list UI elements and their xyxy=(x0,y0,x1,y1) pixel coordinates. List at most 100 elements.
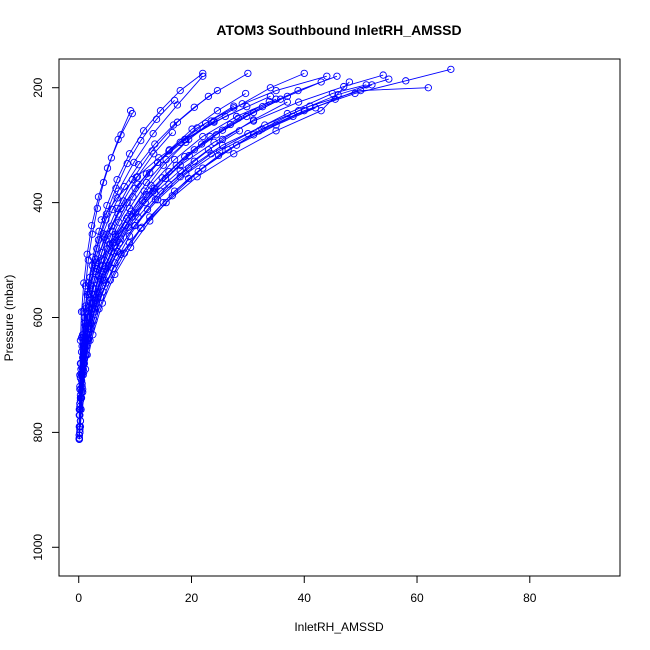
data-point xyxy=(165,146,174,154)
data-point xyxy=(224,146,232,154)
x-tick-label: 0 xyxy=(75,591,82,605)
data-point xyxy=(402,77,410,85)
data-layer xyxy=(75,65,455,443)
y-tick-label: 1000 xyxy=(31,534,45,561)
series-line xyxy=(100,106,247,221)
data-point xyxy=(104,262,112,270)
data-point xyxy=(159,161,167,169)
data-point xyxy=(244,69,252,78)
y-tick-label: 800 xyxy=(31,422,45,442)
series-profile xyxy=(108,127,244,247)
y-axis: 200 400 600 800 1000 xyxy=(31,77,60,561)
x-tick-label: 80 xyxy=(523,591,537,605)
series-profile xyxy=(76,89,250,437)
data-point xyxy=(102,210,111,218)
series-line xyxy=(78,73,204,439)
data-point xyxy=(121,221,130,230)
data-point xyxy=(156,107,165,115)
data-point xyxy=(151,189,159,197)
data-point xyxy=(150,184,158,192)
data-point xyxy=(115,218,123,226)
data-point xyxy=(204,92,213,100)
data-point xyxy=(112,184,120,192)
data-point xyxy=(159,198,167,207)
data-point xyxy=(125,232,134,240)
series-line xyxy=(78,113,133,439)
data-point xyxy=(107,154,116,162)
data-point xyxy=(424,84,432,92)
data-point xyxy=(294,98,303,106)
x-axis-label: InletRH_AMSSD xyxy=(294,620,384,634)
series-line xyxy=(78,90,218,440)
series-line xyxy=(85,78,389,370)
data-point xyxy=(234,114,242,122)
data-point xyxy=(213,107,222,115)
series-profile xyxy=(75,86,222,443)
data-point xyxy=(190,103,198,111)
data-point xyxy=(345,78,354,86)
data-point xyxy=(79,338,87,346)
data-point xyxy=(201,119,210,127)
data-point xyxy=(266,92,275,100)
data-point xyxy=(97,216,105,224)
series-profile xyxy=(83,102,238,299)
data-point xyxy=(385,75,393,83)
data-point xyxy=(199,69,207,78)
data-point xyxy=(317,78,325,86)
data-point xyxy=(99,229,107,238)
data-point xyxy=(108,239,117,247)
data-point xyxy=(81,336,90,345)
data-point xyxy=(100,256,108,264)
data-point xyxy=(283,92,291,100)
data-point xyxy=(210,118,218,126)
data-point xyxy=(77,370,85,378)
data-point xyxy=(276,95,285,103)
data-point xyxy=(379,71,387,79)
data-point xyxy=(272,127,280,135)
data-point xyxy=(194,167,202,176)
series-line xyxy=(89,84,373,341)
data-point xyxy=(213,86,222,95)
data-point xyxy=(199,164,207,172)
plot-frame xyxy=(58,58,621,577)
data-point xyxy=(300,69,308,78)
data-point xyxy=(137,136,145,145)
data-point xyxy=(317,107,325,115)
data-point xyxy=(206,132,214,141)
data-point xyxy=(193,173,201,181)
data-point xyxy=(152,115,161,123)
x-tick-label: 60 xyxy=(410,591,424,605)
data-point xyxy=(230,102,238,110)
data-point xyxy=(94,193,103,201)
data-point xyxy=(154,196,162,204)
data-point xyxy=(138,197,147,205)
data-point xyxy=(165,167,173,176)
data-point xyxy=(134,161,143,169)
data-point xyxy=(169,121,178,129)
series-line xyxy=(112,130,240,244)
data-point xyxy=(190,157,198,165)
data-point xyxy=(88,221,96,230)
y-tick-label: 600 xyxy=(31,307,45,327)
data-point xyxy=(146,169,154,177)
data-point xyxy=(181,153,189,161)
series-line xyxy=(79,93,246,433)
y-axis-label: Pressure (mbar) xyxy=(2,275,16,362)
data-point xyxy=(107,247,116,256)
data-point xyxy=(447,65,455,73)
chart-title: ATOM3 Southbound InletRH_AMSSD xyxy=(216,22,461,38)
data-point xyxy=(139,127,148,135)
y-tick-label: 400 xyxy=(31,192,45,212)
data-point xyxy=(106,276,114,284)
data-point xyxy=(265,97,273,106)
data-point xyxy=(81,282,90,290)
data-point xyxy=(188,125,196,133)
data-point xyxy=(249,116,258,124)
data-point xyxy=(83,250,91,258)
data-point xyxy=(111,259,119,267)
data-point xyxy=(289,112,297,121)
series-profile xyxy=(75,96,179,443)
data-point xyxy=(197,140,206,148)
data-point xyxy=(94,236,103,244)
data-point xyxy=(94,289,103,298)
